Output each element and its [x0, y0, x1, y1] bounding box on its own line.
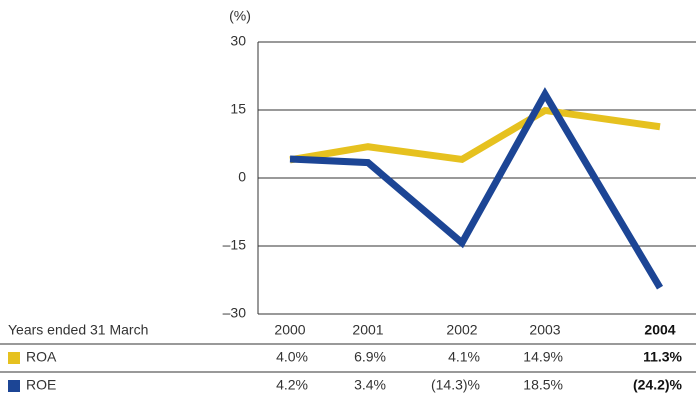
y-tick-label: 30 [230, 33, 246, 49]
legend-label: ROA [26, 349, 57, 365]
x-tick-label: 2004 [644, 322, 675, 338]
y-tick-label: –30 [223, 305, 247, 321]
table-value: (24.2)% [633, 377, 683, 393]
y-axis-label: (%) [229, 8, 251, 24]
legend-label: ROE [26, 377, 56, 393]
y-tick-label: 0 [238, 169, 246, 185]
x-tick-label: 2003 [529, 322, 560, 338]
x-tick-label: 2002 [446, 322, 477, 338]
table-value: 14.9% [523, 349, 563, 365]
series-line [289, 87, 664, 290]
x-tick-label: 2001 [352, 322, 383, 338]
table-value: 4.1% [448, 349, 480, 365]
table-value: 3.4% [354, 377, 386, 393]
row-header: Years ended 31 March [8, 322, 148, 338]
table-value: 4.2% [276, 377, 308, 393]
table-value: (14.3)% [431, 377, 480, 393]
table-value: 6.9% [354, 349, 386, 365]
y-tick-label: 15 [230, 101, 246, 117]
legend-swatch [8, 380, 20, 392]
table-value: 11.3% [643, 349, 682, 365]
x-tick-label: 2000 [274, 322, 305, 338]
legend-swatch [8, 352, 20, 364]
series-line [289, 106, 661, 164]
y-tick-label: –15 [223, 237, 247, 253]
table-value: 4.0% [276, 349, 308, 365]
table-value: 18.5% [523, 377, 563, 393]
